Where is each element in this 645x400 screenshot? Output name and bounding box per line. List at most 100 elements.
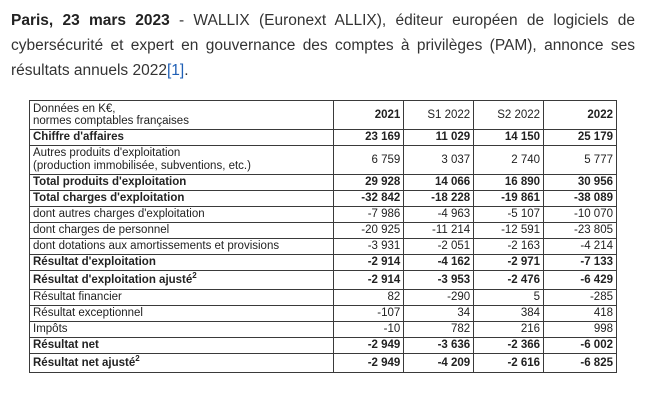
table-row-resultat-exceptionnel: Résultat exceptionnel -107 34 384 418 <box>28 305 617 322</box>
cell-2022: -7 133 <box>543 254 617 271</box>
cell-s2-2022: -2 163 <box>473 238 545 255</box>
cell-s1-2022: -4 963 <box>403 206 475 223</box>
cell-2022: 30 956 <box>543 174 617 191</box>
cell-2022: -38 089 <box>543 190 617 207</box>
cell-2021: -2 914 <box>333 254 405 271</box>
header-label-cell: Données en K€, normes comptables françai… <box>28 100 335 130</box>
cell-2021: 29 928 <box>333 174 405 191</box>
table-row-resultat-exploitation: Résultat d'exploitation -2 914 -4 162 -2… <box>28 254 617 271</box>
intro-text: - WALLIX (Euronext ALLIX), éditeur europ… <box>11 12 636 79</box>
header-2021: 2021 <box>333 100 405 130</box>
cell-2021: -2 914 <box>333 270 405 290</box>
cell-s1-2022: 3 037 <box>403 145 475 175</box>
row-label: Total charges d'exploitation <box>28 190 335 207</box>
cell-s1-2022: 14 066 <box>403 174 475 191</box>
cell-2022: -6 429 <box>543 270 617 290</box>
table-row-charges-personnel: dont charges de personnel -20 925 -11 21… <box>28 222 617 239</box>
row-label: Total produits d'exploitation <box>28 174 335 191</box>
cell-s2-2022: -2 476 <box>473 270 545 290</box>
cell-s1-2022: 11 029 <box>403 129 475 146</box>
cell-s2-2022: 216 <box>473 321 545 338</box>
cell-2022: 418 <box>543 305 617 322</box>
table-row-impots: Impôts -10 782 216 998 <box>28 321 617 338</box>
table-row-resultat-exploitation-ajuste: Résultat d'exploitation ajusté2 -2 914 -… <box>28 270 617 290</box>
cell-s2-2022: -5 107 <box>473 206 545 223</box>
cell-2022: -6 002 <box>543 337 617 354</box>
row-label: dont dotations aux amortissements et pro… <box>28 238 335 255</box>
cell-2022: -6 825 <box>543 353 617 373</box>
row-label: dont charges de personnel <box>28 222 335 239</box>
cell-s2-2022: -12 591 <box>473 222 545 239</box>
footnote-link[interactable]: [1] <box>166 62 185 79</box>
table-row-autres-charges: dont autres charges d'exploitation -7 98… <box>28 206 617 223</box>
cell-s2-2022: 2 740 <box>473 145 545 175</box>
table-row-autres-produits: Autres produits d'exploitation (producti… <box>28 145 617 175</box>
cell-s2-2022: 5 <box>473 289 545 306</box>
footnote-marker: 2 <box>192 270 197 280</box>
table-row-dotations: dont dotations aux amortissements et pro… <box>28 238 617 255</box>
row-label: Résultat d'exploitation ajusté2 <box>28 270 335 290</box>
table-row-resultat-net-ajuste: Résultat net ajusté2 -2 949 -4 209 -2 61… <box>28 353 617 373</box>
cell-2021: -2 949 <box>333 353 405 373</box>
cell-s1-2022: 782 <box>403 321 475 338</box>
cell-s1-2022: -4 162 <box>403 254 475 271</box>
row-label: Résultat net <box>28 337 335 354</box>
header-label-line2: normes comptables françaises <box>33 115 189 127</box>
row-label: Chiffre d'affaires <box>28 129 335 146</box>
header-s1-2022: S1 2022 <box>403 100 475 130</box>
cell-s1-2022: -18 228 <box>403 190 475 207</box>
cell-s2-2022: -2 366 <box>473 337 545 354</box>
table-row-total-charges: Total charges d'exploitation -32 842 -18… <box>28 190 617 207</box>
row-label: Impôts <box>28 321 335 338</box>
row-label: dont autres charges d'exploitation <box>28 206 335 223</box>
cell-2021: -7 986 <box>333 206 405 223</box>
cell-s2-2022: 16 890 <box>473 174 545 191</box>
cell-s1-2022: -3 636 <box>403 337 475 354</box>
intro-end: . <box>184 62 189 79</box>
row-label-text: Résultat net ajusté <box>33 356 136 369</box>
cell-s2-2022: 384 <box>473 305 545 322</box>
cell-2021: -20 925 <box>333 222 405 239</box>
cell-2021: -32 842 <box>333 190 405 207</box>
cell-s1-2022: -290 <box>403 289 475 306</box>
cell-2021: 82 <box>333 289 405 306</box>
cell-2021: -107 <box>333 305 405 322</box>
header-label-line1: Données en K€, <box>33 103 116 115</box>
row-label: Autres produits d'exploitation (producti… <box>28 145 335 175</box>
row-label: Résultat exceptionnel <box>28 305 335 322</box>
row-label: Résultat net ajusté2 <box>28 353 335 373</box>
header-2022: 2022 <box>543 100 617 130</box>
cell-2022: -4 214 <box>543 238 617 255</box>
cell-2021: -2 949 <box>333 337 405 354</box>
table-row-resultat-financier: Résultat financier 82 -290 5 -285 <box>28 289 617 306</box>
cell-2021: 23 169 <box>333 129 405 146</box>
cell-s1-2022: -4 209 <box>403 353 475 373</box>
row-label-line1: Autres produits d'exploitation <box>33 147 181 159</box>
cell-s2-2022: -2 616 <box>473 353 545 373</box>
financial-results-table: Données en K€, normes comptables françai… <box>28 100 617 373</box>
cell-s1-2022: -11 214 <box>403 222 475 239</box>
cell-2022: 998 <box>543 321 617 338</box>
cell-2022: 25 179 <box>543 129 617 146</box>
cell-2022: -10 070 <box>543 206 617 223</box>
cell-2021: 6 759 <box>333 145 405 175</box>
cell-2021: -10 <box>333 321 405 338</box>
cell-2022: 5 777 <box>543 145 617 175</box>
cell-s1-2022: 34 <box>403 305 475 322</box>
row-label-line2: (production immobilisée, subventions, et… <box>33 160 251 172</box>
cell-s2-2022: -2 971 <box>473 254 545 271</box>
cell-2021: -3 931 <box>333 238 405 255</box>
header-s2-2022: S2 2022 <box>473 100 545 130</box>
table-row-resultat-net: Résultat net -2 949 -3 636 -2 366 -6 002 <box>28 337 617 354</box>
press-release-intro: Paris, 23 mars 2023 - WALLIX (Euronext A… <box>11 8 635 83</box>
cell-2022: -23 805 <box>543 222 617 239</box>
table-row-total-produits: Total produits d'exploitation 29 928 14 … <box>28 174 617 191</box>
cell-s1-2022: -3 953 <box>403 270 475 290</box>
row-label: Résultat financier <box>28 289 335 306</box>
dateline: Paris, 23 mars 2023 <box>11 12 170 29</box>
cell-s2-2022: 14 150 <box>473 129 545 146</box>
cell-s2-2022: -19 861 <box>473 190 545 207</box>
cell-2022: -285 <box>543 289 617 306</box>
cell-s1-2022: -2 051 <box>403 238 475 255</box>
table-header-row: Données en K€, normes comptables françai… <box>28 100 617 130</box>
